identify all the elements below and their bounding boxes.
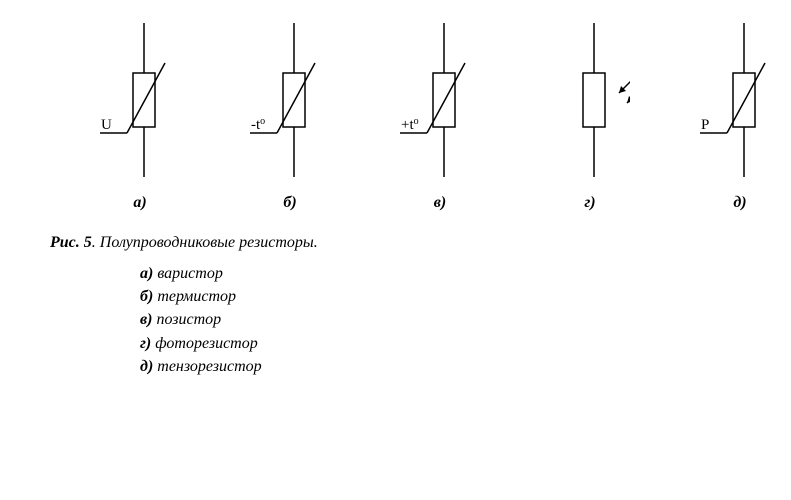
svg-text:-to: -to [251,116,265,133]
legend-item-д: д) тензорезистор [140,355,761,378]
svg-text:+to: +to [401,116,419,133]
figure-number: Рис. 5 [50,234,92,251]
symbol-sublabel-а: а) [133,194,146,212]
symbol-svg-в: +to [400,20,480,180]
symbol-sublabel-в: в) [434,194,446,212]
symbol-svg-б: -to [250,20,330,180]
symbol-б: -to б) [250,20,330,212]
symbol-д: P д) [700,20,780,212]
legend-item-б: б) термистор [140,285,761,308]
figure-title: Полупроводниковые резисторы. [100,234,318,251]
symbol-svg-а: U [100,20,180,180]
legend-item-г: г) фоторезистор [140,332,761,355]
symbol-sublabel-б: б) [283,194,296,212]
symbol-г: г) [550,20,630,212]
svg-text:P: P [701,117,709,133]
symbol-svg-г [550,20,630,180]
symbol-а: U а) [100,20,180,212]
symbol-sublabel-г: г) [584,194,595,212]
svg-text:U: U [101,117,112,133]
symbol-в: +to в) [400,20,480,212]
symbol-svg-д: P [700,20,780,180]
symbols-row: U а) -to б) +to в) г) P д) [30,20,761,212]
symbol-sublabel-д: д) [733,194,746,212]
legend-item-в: в) позистор [140,308,761,331]
legend-item-а: а) варистор [140,262,761,285]
legend-list: а) варисторб) термисторв) позисторг) фот… [140,262,761,378]
figure-caption: Рис. 5. Полупроводниковые резисторы. [50,234,761,252]
